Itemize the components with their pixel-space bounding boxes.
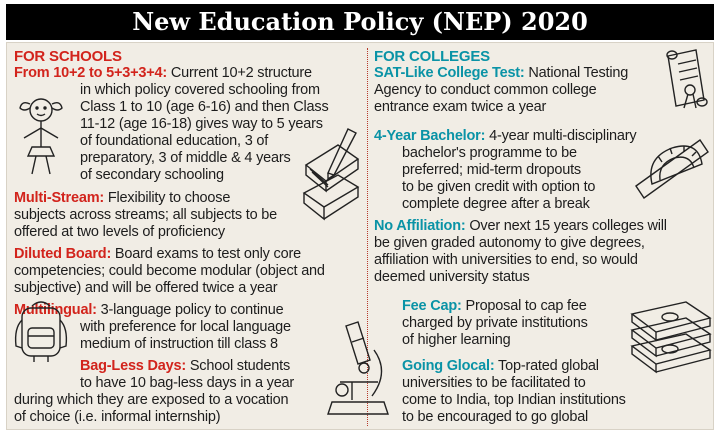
money-stack-icon <box>630 301 712 374</box>
schools-header: FOR SCHOOLS <box>14 48 122 65</box>
colleges-header: FOR COLLEGES <box>374 48 490 65</box>
school-item-bagless: Bag-Less Days: School students to have 1… <box>14 358 295 425</box>
college-item-sat: SAT-Like College Test: National Testing … <box>374 65 629 115</box>
item-head: SAT-Like College Test: <box>374 65 525 81</box>
school-item-board: Diluted Board: Board exams to test only … <box>14 246 325 296</box>
microscope-icon <box>327 321 389 415</box>
books-pencil-icon <box>302 128 360 221</box>
college-item-feecap: Fee Cap: Proposal to cap fee charged by … <box>402 298 588 348</box>
college-item-bachelor: 4-Year Bachelor: 4-year multi-disciplina… <box>374 128 637 212</box>
column-divider <box>367 48 368 426</box>
backpack-icon <box>14 301 68 362</box>
college-item-glocal: Going Glocal: Top-rated global universit… <box>402 358 626 425</box>
item-head: Multi-Stream: <box>14 190 105 206</box>
item-head: Diluted Board: <box>14 246 112 262</box>
diploma-scroll-icon <box>666 49 708 109</box>
item-head: No Affiliation: <box>374 218 466 234</box>
page-title: New Education Policy (NEP) 2020 <box>6 4 714 40</box>
item-head: Fee Cap: <box>402 298 462 314</box>
item-head: 4-Year Bachelor: <box>374 128 486 144</box>
protractor-icon <box>635 139 709 199</box>
college-item-affiliation: No Affiliation: Over next 15 years colle… <box>374 218 667 285</box>
school-item-structure: From 10+2 to 5+3+3+4: Current 10+2 struc… <box>14 65 329 183</box>
item-head: Bag-Less Days: <box>80 358 186 374</box>
item-head: From 10+2 to 5+3+3+4: <box>14 65 167 81</box>
girl-drawing-icon <box>19 98 63 175</box>
school-item-multistream: Multi-Stream: Flexibility to choose subj… <box>14 190 277 240</box>
item-head: Going Glocal: <box>402 358 495 374</box>
